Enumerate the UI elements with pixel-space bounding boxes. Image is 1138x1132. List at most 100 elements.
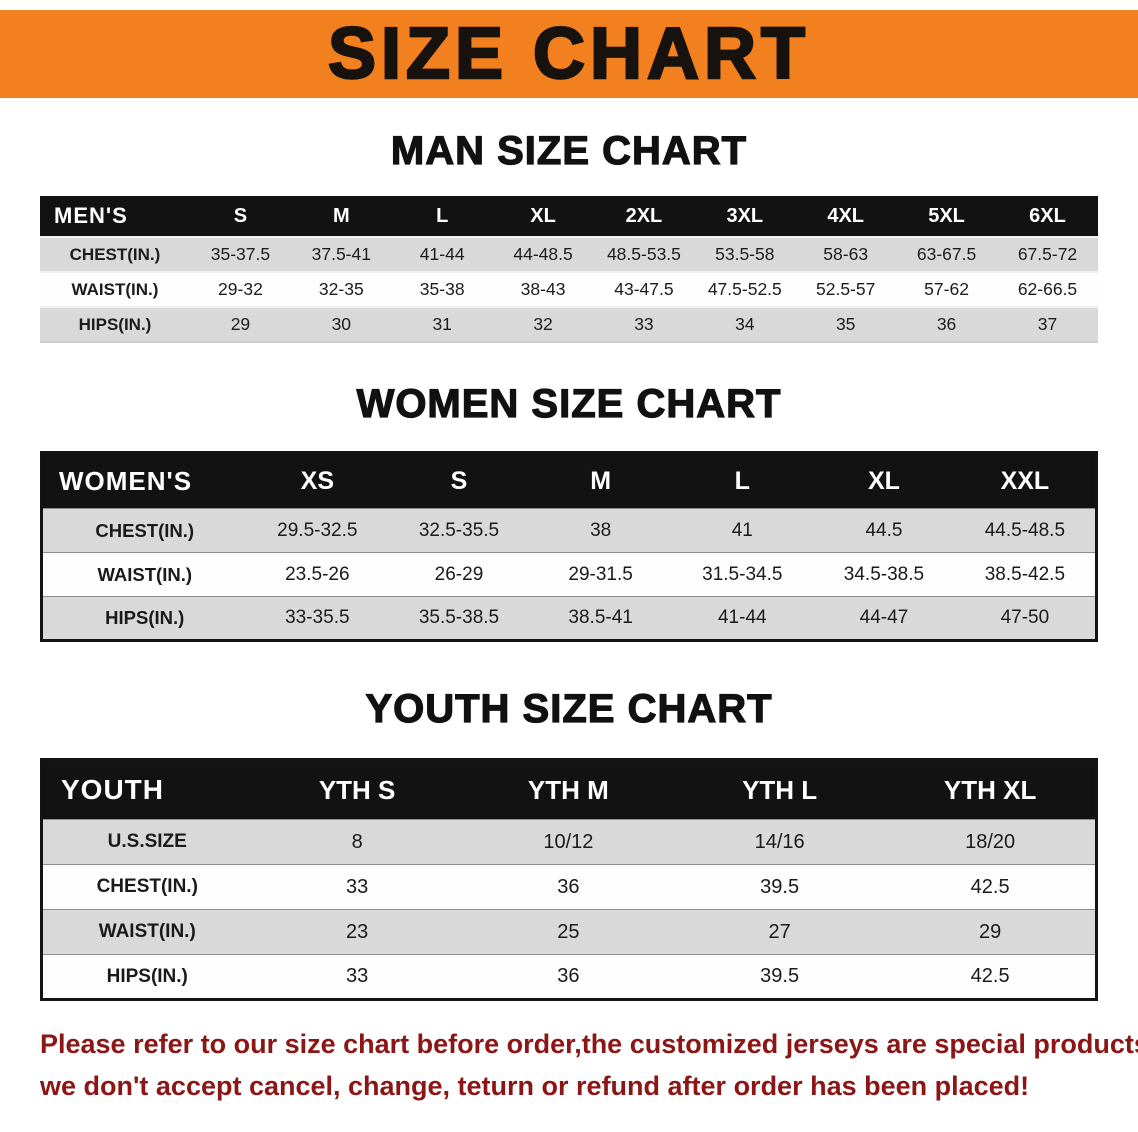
size-value: 30 xyxy=(290,307,392,342)
size-column-header: YTH L xyxy=(674,759,886,820)
disclaimer-line-1: Please refer to our size chart before or… xyxy=(40,1029,1138,1059)
size-value: 39.5 xyxy=(674,864,886,910)
measurement-row-label: HIPS(IN.) xyxy=(40,307,190,342)
youth-size-table: YOUTH YTH S YTH M YTH L YTH XL U.S.SIZE 8 10/12… xyxy=(40,758,1098,1001)
size-value: 29-32 xyxy=(190,272,291,307)
size-value: 33 xyxy=(251,864,463,910)
size-value: 36 xyxy=(462,954,674,1000)
size-value: 10/12 xyxy=(462,819,674,865)
page-title: SIZE CHART xyxy=(327,14,810,94)
size-column-header: 2XL xyxy=(593,196,695,237)
measurement-row-label: CHEST(IN.) xyxy=(41,508,247,553)
table-row: WAIST(IN.) 23.5-26 26-29 29-31.5 31.5-34.5 34… xyxy=(41,552,1097,597)
measurement-row-label: CHEST(IN.) xyxy=(41,864,252,910)
size-column-header: XXL xyxy=(954,452,1097,509)
size-value: 38.5-42.5 xyxy=(954,552,1097,597)
size-value: 63-67.5 xyxy=(896,237,997,272)
size-column-header: YTH XL xyxy=(885,759,1097,820)
size-column-header: 5XL xyxy=(896,196,997,237)
table-row: HIPS(IN.) 33-35.5 35.5-38.5 38.5-41 41-44 44-… xyxy=(41,596,1097,641)
size-value: 44.5-48.5 xyxy=(954,508,1097,553)
size-value: 33 xyxy=(593,307,695,342)
disclaimer-line-2: we don't accept cancel, change, teturn o… xyxy=(40,1071,1030,1101)
size-value: 34 xyxy=(694,307,796,342)
size-value: 44-48.5 xyxy=(492,237,594,272)
size-value: 53.5-58 xyxy=(694,237,796,272)
size-value: 23 xyxy=(251,909,463,955)
women-chart-heading: WOMEN SIZE CHART xyxy=(356,381,782,426)
size-column-header: YTH S xyxy=(251,759,463,820)
size-column-header: L xyxy=(391,196,493,237)
size-value: 47-50 xyxy=(954,596,1097,641)
men-size-section: MAN SIZE CHART MEN'S S M L XL 2XL 3XL 4XL 5XL 6XL… xyxy=(0,128,1138,343)
size-value: 25 xyxy=(462,909,674,955)
size-value: 38 xyxy=(529,508,672,553)
size-value: 29-31.5 xyxy=(529,552,672,597)
size-value: 42.5 xyxy=(885,864,1097,910)
size-value: 27 xyxy=(674,909,886,955)
size-value: 32 xyxy=(492,307,594,342)
size-value: 41 xyxy=(671,508,814,553)
size-column-header: XL xyxy=(492,196,594,237)
size-value: 34.5-38.5 xyxy=(813,552,955,597)
size-value: 31.5-34.5 xyxy=(671,552,814,597)
table-header-row: WOMEN'S XS S M L XL XXL xyxy=(41,452,1097,509)
size-value: 37.5-41 xyxy=(290,237,392,272)
table-row: WAIST(IN.) 29-32 32-35 35-38 38-43 43-47.5 47.… xyxy=(40,272,1098,307)
measurement-row-label: WAIST(IN.) xyxy=(41,909,252,955)
size-value: 47.5-52.5 xyxy=(694,272,796,307)
table-row: CHEST(IN.) 29.5-32.5 32.5-35.5 38 41 44.5 44.5… xyxy=(41,508,1097,553)
size-value: 31 xyxy=(391,307,493,342)
measurement-row-label: HIPS(IN.) xyxy=(41,954,252,1000)
size-value: 35-38 xyxy=(391,272,493,307)
size-value: 41-44 xyxy=(671,596,814,641)
size-value: 57-62 xyxy=(896,272,997,307)
size-value: 33 xyxy=(251,954,463,1000)
men-chart-heading: MAN SIZE CHART xyxy=(390,128,748,173)
size-value: 39.5 xyxy=(674,954,886,1000)
table-corner-label: YOUTH xyxy=(41,759,252,820)
youth-chart-heading: YOUTH SIZE CHART xyxy=(365,686,773,731)
table-corner-label: MEN'S xyxy=(40,196,190,237)
size-column-header: S xyxy=(388,452,530,509)
men-size-table: MEN'S S M L XL 2XL 3XL 4XL 5XL 6XL CHEST(IN.) 35-37… xyxy=(40,196,1098,343)
table-row: HIPS(IN.) 33 36 39.5 42.5 xyxy=(41,954,1097,1000)
size-value: 29 xyxy=(190,307,291,342)
size-value: 35.5-38.5 xyxy=(388,596,530,641)
size-column-header: S xyxy=(190,196,291,237)
size-value: 58-63 xyxy=(795,237,897,272)
size-value: 23.5-26 xyxy=(246,552,389,597)
size-value: 35 xyxy=(795,307,897,342)
size-column-header: M xyxy=(290,196,392,237)
women-size-section: WOMEN SIZE CHART WOMEN'S XS S M L XL XXL CHEST(… xyxy=(0,381,1138,642)
size-value: 37 xyxy=(997,307,1098,342)
size-column-header: 4XL xyxy=(795,196,897,237)
table-corner-label: WOMEN'S xyxy=(41,452,247,509)
size-column-header: L xyxy=(671,452,814,509)
size-value: 48.5-53.5 xyxy=(593,237,695,272)
size-value: 44-47 xyxy=(813,596,955,641)
size-value: 42.5 xyxy=(885,954,1097,1000)
size-value: 8 xyxy=(251,819,463,865)
size-value: 33-35.5 xyxy=(246,596,389,641)
measurement-row-label: HIPS(IN.) xyxy=(41,596,247,641)
size-value: 18/20 xyxy=(885,819,1097,865)
size-value: 38-43 xyxy=(492,272,594,307)
youth-size-section: YOUTH SIZE CHART YOUTH YTH S YTH M YTH L YTH… xyxy=(0,686,1138,1001)
table-row: HIPS(IN.) 29 30 31 32 33 34 35 36 37 xyxy=(40,307,1098,342)
table-row: WAIST(IN.) 23 25 27 29 xyxy=(41,909,1097,955)
measurement-row-label: U.S.SIZE xyxy=(41,819,252,865)
table-row: CHEST(IN.) 33 36 39.5 42.5 xyxy=(41,864,1097,910)
disclaimer: Please refer to our size chart before or… xyxy=(40,1023,1138,1107)
size-value: 36 xyxy=(462,864,674,910)
size-column-header: XL xyxy=(813,452,955,509)
table-header-row: MEN'S S M L XL 2XL 3XL 4XL 5XL 6XL xyxy=(40,196,1098,237)
size-value: 52.5-57 xyxy=(795,272,897,307)
size-value: 29 xyxy=(885,909,1097,955)
table-row: CHEST(IN.) 35-37.5 37.5-41 41-44 44-48.5 48.5… xyxy=(40,237,1098,272)
measurement-row-label: WAIST(IN.) xyxy=(40,272,190,307)
table-header-row: YOUTH YTH S YTH M YTH L YTH XL xyxy=(41,759,1097,820)
table-row: U.S.SIZE 8 10/12 14/16 18/20 xyxy=(41,819,1097,865)
size-value: 44.5 xyxy=(813,508,955,553)
